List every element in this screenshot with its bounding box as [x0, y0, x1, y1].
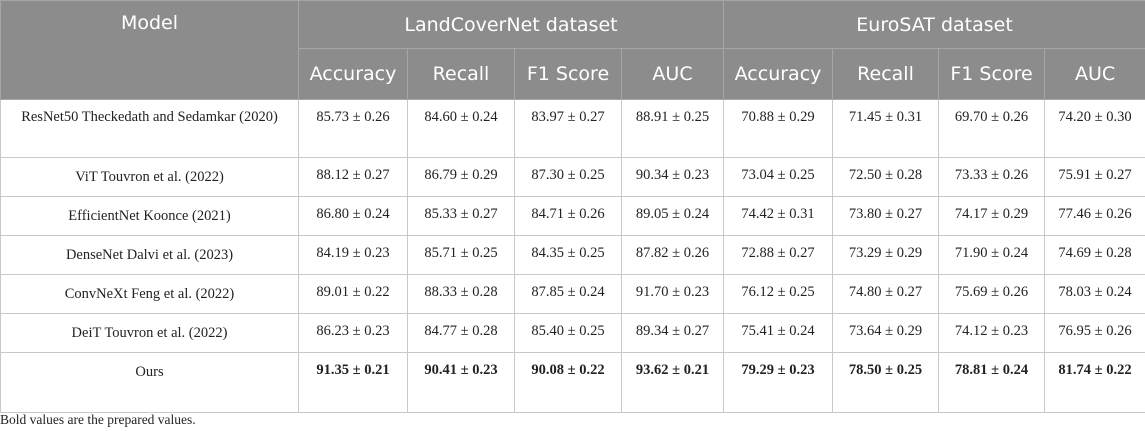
metric-header: F1 Score: [938, 48, 1046, 100]
value-cell: 86.80 ± 0.24: [298, 196, 408, 236]
table-footnote: Bold values are the prepared values.: [0, 412, 196, 427]
value-cell: 87.30 ± 0.25: [514, 157, 622, 197]
value-cell: 90.34 ± 0.23: [620, 157, 725, 197]
value-cell: 71.45 ± 0.31: [832, 99, 940, 158]
value-cell: 88.33 ± 0.28: [407, 274, 515, 314]
value-cell: 72.50 ± 0.28: [832, 157, 940, 197]
value-cell: 73.33 ± 0.26: [938, 157, 1046, 197]
value-cell: 89.05 ± 0.24: [620, 196, 725, 236]
table-row: EfficientNet Koonce (2021) 86.80 ± 0.24 …: [0, 196, 1145, 236]
value-cell: 73.64 ± 0.29: [832, 313, 940, 353]
value-cell: 88.12 ± 0.27: [298, 157, 408, 197]
value-cell: 88.91 ± 0.25: [620, 99, 725, 158]
results-table-container: Model LandCoverNet dataset EuroSAT datas…: [0, 0, 1145, 413]
value-cell: 75.41 ± 0.24: [723, 313, 834, 353]
results-table: Model LandCoverNet dataset EuroSAT datas…: [0, 0, 1145, 413]
value-cell: 70.88 ± 0.29: [723, 99, 834, 158]
value-cell: 74.80 ± 0.27: [832, 274, 940, 314]
value-cell: 83.97 ± 0.27: [514, 99, 622, 158]
value-cell: 75.69 ± 0.26: [938, 274, 1046, 314]
value-cell: 86.23 ± 0.23: [298, 313, 408, 353]
value-cell: 84.60 ± 0.24: [407, 99, 515, 158]
model-column-header: Model: [0, 0, 299, 100]
value-cell: 84.19 ± 0.23: [298, 235, 408, 275]
value-cell: 78.03 ± 0.24: [1044, 274, 1145, 314]
value-cell: 89.34 ± 0.27: [620, 313, 725, 353]
value-cell: 74.42 ± 0.31: [723, 196, 834, 236]
model-cell: ConvNeXt Feng et al. (2022): [0, 274, 299, 314]
table-row: ConvNeXt Feng et al. (2022) 89.01 ± 0.22…: [0, 274, 1145, 314]
value-cell: 84.35 ± 0.25: [514, 235, 622, 275]
model-cell: DenseNet Dalvi et al. (2023): [0, 235, 299, 275]
value-cell: 85.71 ± 0.25: [407, 235, 515, 275]
value-cell: 86.79 ± 0.29: [407, 157, 515, 197]
value-cell: 91.70 ± 0.23: [620, 274, 725, 314]
value-cell: 75.91 ± 0.27: [1044, 157, 1145, 197]
value-cell: 69.70 ± 0.26: [938, 99, 1046, 158]
metric-header: F1 Score: [514, 48, 622, 100]
metric-header: Recall: [832, 48, 940, 100]
model-cell: Ours: [0, 352, 299, 413]
table-body: ResNet50 Theckedath and Sedamkar (2020) …: [0, 99, 1145, 413]
value-cell: 85.73 ± 0.26: [298, 99, 408, 158]
value-cell-bold: 81.74 ± 0.22: [1044, 352, 1145, 413]
table-row: ResNet50 Theckedath and Sedamkar (2020) …: [0, 99, 1145, 158]
value-cell-bold: 91.35 ± 0.21: [298, 352, 408, 413]
value-cell: 71.90 ± 0.24: [938, 235, 1046, 275]
value-cell: 72.88 ± 0.27: [723, 235, 834, 275]
landcovernet-group-header: LandCoverNet dataset: [297, 0, 725, 49]
value-cell-bold: 90.08 ± 0.22: [514, 352, 622, 413]
value-cell: 87.82 ± 0.26: [620, 235, 725, 275]
value-cell: 74.17 ± 0.29: [938, 196, 1046, 236]
eurosat-group-header: EuroSAT dataset: [723, 0, 1145, 49]
table-row-ours: Ours 91.35 ± 0.21 90.41 ± 0.23 90.08 ± 0…: [0, 352, 1145, 413]
model-cell: DeiT Touvron et al. (2022): [0, 313, 299, 353]
value-cell: 76.95 ± 0.26: [1044, 313, 1145, 353]
value-cell: 84.71 ± 0.26: [514, 196, 622, 236]
value-cell: 84.77 ± 0.28: [407, 313, 515, 353]
value-cell: 73.80 ± 0.27: [832, 196, 940, 236]
metric-header: Accuracy: [298, 48, 408, 100]
value-cell: 89.01 ± 0.22: [298, 274, 408, 314]
value-cell-bold: 78.50 ± 0.25: [832, 352, 940, 413]
metric-header: Recall: [407, 48, 515, 100]
model-cell: ResNet50 Theckedath and Sedamkar (2020): [0, 99, 299, 158]
table-header: Model LandCoverNet dataset EuroSAT datas…: [0, 0, 1145, 100]
value-cell-bold: 78.81 ± 0.24: [938, 352, 1046, 413]
metric-header: AUC: [620, 48, 725, 100]
value-cell: 73.04 ± 0.25: [723, 157, 834, 197]
value-cell: 77.46 ± 0.26: [1044, 196, 1145, 236]
value-cell-bold: 90.41 ± 0.23: [407, 352, 515, 413]
value-cell-bold: 93.62 ± 0.21: [620, 352, 725, 413]
value-cell: 73.29 ± 0.29: [832, 235, 940, 275]
metric-header: Accuracy: [723, 48, 834, 100]
value-cell: 74.20 ± 0.30: [1044, 99, 1145, 158]
value-cell: 85.40 ± 0.25: [514, 313, 622, 353]
value-cell: 85.33 ± 0.27: [407, 196, 515, 236]
model-cell: EfficientNet Koonce (2021): [0, 196, 299, 236]
value-cell: 74.12 ± 0.23: [938, 313, 1046, 353]
value-cell-bold: 79.29 ± 0.23: [723, 352, 834, 413]
value-cell: 87.85 ± 0.24: [514, 274, 622, 314]
value-cell: 74.69 ± 0.28: [1044, 235, 1145, 275]
table-row: ViT Touvron et al. (2022) 88.12 ± 0.27 8…: [0, 157, 1145, 197]
metric-header: AUC: [1044, 48, 1145, 100]
model-cell: ViT Touvron et al. (2022): [0, 157, 299, 197]
table-row: DenseNet Dalvi et al. (2023) 84.19 ± 0.2…: [0, 235, 1145, 275]
value-cell: 76.12 ± 0.25: [723, 274, 834, 314]
table-row: DeiT Touvron et al. (2022) 86.23 ± 0.23 …: [0, 313, 1145, 353]
